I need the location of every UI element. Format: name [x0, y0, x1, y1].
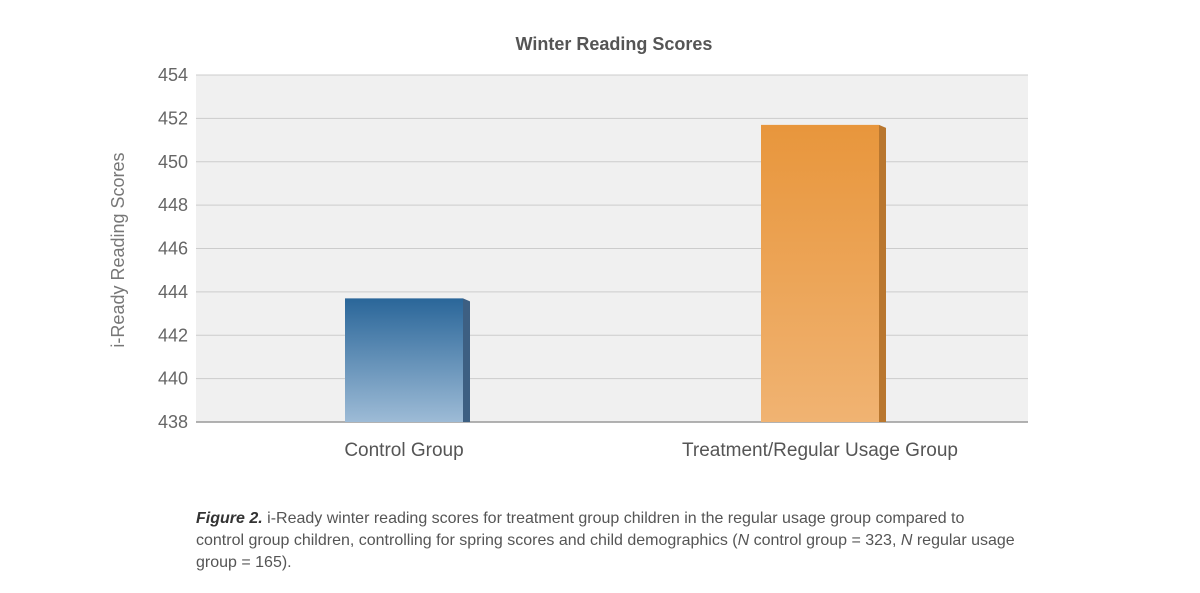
y-tick-label: 438: [158, 412, 188, 432]
chart-title: Winter Reading Scores: [516, 34, 713, 54]
caption-n-regular: N: [900, 532, 913, 549]
y-tick-label: 442: [158, 325, 188, 345]
x-category-label: Control Group: [344, 440, 463, 461]
caption-text-1: i-Ready winter reading scores for treatm…: [196, 510, 965, 549]
y-tick-label: 448: [158, 195, 188, 215]
grid-lines: [196, 74, 1028, 423]
bar-control-group: [345, 298, 463, 422]
caption-text-3: regular usage group = 165).: [196, 532, 1015, 571]
x-category-labels: Control Group Treatment/Regular Usage Gro…: [344, 440, 958, 461]
bars: [345, 124, 886, 422]
caption-lead: Figure 2.: [196, 510, 263, 527]
y-tick-label: 444: [158, 282, 188, 302]
bar-treatment-group: [761, 124, 879, 422]
figure-caption: Figure 2. i-Ready winter reading scores …: [196, 508, 1016, 574]
bar-chart: 438 440 442 444 446 448 450 452 454 Control Grou…: [108, 34, 1028, 461]
y-axis-label: i-Ready Reading Scores: [108, 152, 128, 347]
y-tick-label: 446: [158, 239, 188, 259]
y-tick-label: 454: [158, 65, 188, 85]
x-category-label: Treatment/Regular Usage Group: [682, 440, 958, 461]
bar-side-treatment: [879, 124, 886, 422]
y-tick-label: 450: [158, 152, 188, 172]
y-tick-labels: 438 440 442 444 446 448 450 452 454: [158, 65, 188, 432]
caption-n-control: N: [737, 532, 750, 549]
bar-side-control: [463, 298, 470, 422]
caption-text-2: control group = 323,: [749, 532, 901, 549]
y-tick-label: 440: [158, 369, 188, 389]
y-tick-label: 452: [158, 108, 188, 128]
